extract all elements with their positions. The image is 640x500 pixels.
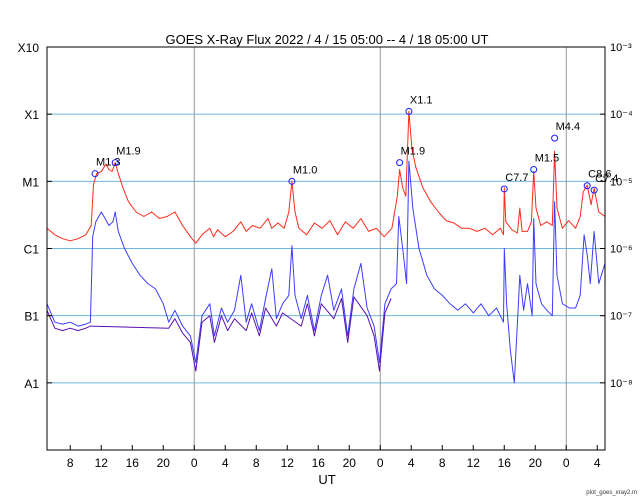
flare-marker-layer: M1.3M1.9M1.0M1.9X1.1C7.7M1.5M4.4C8.6C7.4: [91, 94, 618, 194]
flare-marker: [396, 159, 404, 167]
grid-layer: [47, 47, 605, 450]
y-tick-label-left: X1: [24, 108, 39, 122]
series-layer: [46, 110, 606, 384]
flare-label: M1.5: [535, 153, 559, 165]
flare-label: M1.0: [293, 164, 317, 176]
x-tick-label: 12: [281, 456, 295, 470]
x-tick-label: 20: [343, 456, 357, 470]
flare-label: C7.4: [595, 173, 618, 185]
x-tick-label: 0: [563, 456, 570, 470]
y-tick-label-right: 10⁻³: [610, 42, 632, 54]
y-tick-label-left: X10: [18, 41, 40, 55]
y-tick-label-right: 10⁻⁸: [610, 378, 633, 390]
x-tick-label: 4: [594, 456, 601, 470]
flare-marker: [500, 185, 508, 193]
x-tick-label: 16: [312, 456, 326, 470]
x-tick-label: 20: [529, 456, 543, 470]
flare-marker: [590, 186, 598, 194]
y-tick-label-left: A1: [24, 377, 39, 391]
x-axis-label: UT: [318, 472, 335, 487]
x-tick-label: 4: [408, 456, 415, 470]
flare-marker: [583, 182, 591, 190]
flare-marker: [405, 107, 413, 115]
flare-label: M1.3: [96, 157, 120, 169]
flare-marker: [530, 166, 538, 174]
x-tick-label: 8: [253, 456, 260, 470]
credit-text: plot_goes_xray2.m: [586, 490, 637, 496]
flare-label: C7.7: [505, 172, 528, 184]
y-tick-label-right: 10⁻⁴: [610, 109, 633, 121]
y-tick-label-right: 10⁻⁷: [610, 311, 632, 323]
x-tick-label: 0: [377, 456, 384, 470]
y-tick-label-right: 10⁻⁶: [610, 244, 633, 256]
axis-layer: 8 12 16 20 0 4 8 12 16 20 0 4 8 12 16 20 0 4 A1 B1 C1 M1 X1 X10…: [18, 41, 633, 470]
x-tick-label: 4: [222, 456, 229, 470]
y-tick-label-right: 10⁻⁵: [610, 176, 633, 188]
y-tick-label-left: M1: [22, 175, 39, 189]
x-tick-label: 8: [439, 456, 446, 470]
x-tick-label: 20: [157, 456, 171, 470]
y-tick-label-left: B1: [24, 310, 39, 324]
flare-label: M4.4: [556, 121, 580, 133]
x-tick-label: 16: [126, 456, 140, 470]
series-line-1: [46, 160, 606, 384]
x-tick-label: 0: [191, 456, 198, 470]
flare-marker: [91, 170, 99, 178]
flare-marker: [111, 159, 119, 167]
flare-label: M1.9: [116, 146, 140, 158]
x-tick-label: 8: [67, 456, 74, 470]
flare-label: X1.1: [410, 94, 433, 106]
x-tick-label: 16: [498, 456, 512, 470]
flare-marker: [288, 177, 296, 185]
flare-label: C8.6: [588, 169, 611, 181]
y-tick-label-left: C1: [24, 243, 40, 257]
flare-label: M1.9: [401, 146, 425, 158]
x-tick-label: 12: [467, 456, 481, 470]
series-line-2: [46, 296, 392, 372]
x-tick-label: 12: [95, 456, 109, 470]
chart-title: GOES X-Ray Flux 2022 / 4 / 15 05:00 -- 4…: [166, 32, 489, 47]
series-line-0: [46, 110, 606, 244]
flare-marker: [551, 134, 559, 142]
